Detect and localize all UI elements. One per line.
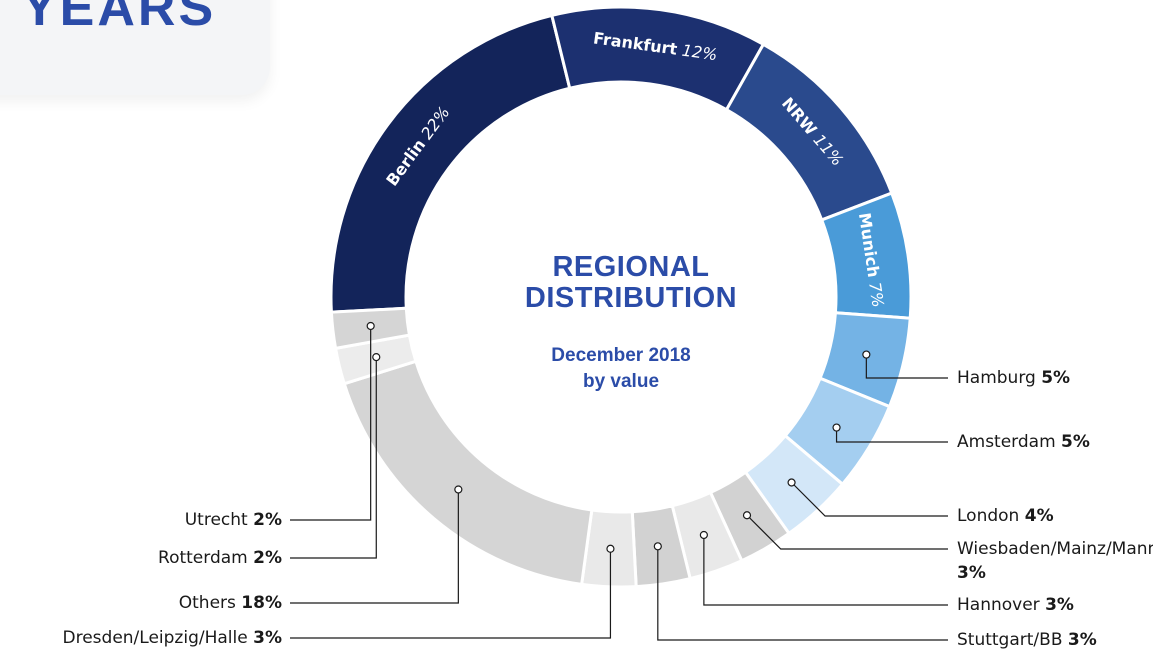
segment-value: 3% xyxy=(1045,595,1074,615)
chart-title: REGIONAL DISTRIBUTION xyxy=(524,251,738,314)
segment-name: Hannover xyxy=(957,595,1040,615)
segment-value: 5% xyxy=(1041,368,1071,388)
leader-line xyxy=(865,354,948,379)
segment-label: Hannover 3% xyxy=(957,593,1152,617)
segment-label: Wiesbaden/Mainz/Mannheim 3% xyxy=(957,537,1153,585)
leader-dot xyxy=(862,350,871,359)
segment-value: 3% xyxy=(1067,630,1097,650)
segment-value: 3% xyxy=(957,563,986,583)
leader-line xyxy=(791,482,948,517)
leader-line xyxy=(746,514,948,550)
segment-value: 2% xyxy=(253,548,282,568)
header-card: YEARS xyxy=(0,0,270,95)
leader-dot xyxy=(832,423,841,432)
segment-label: Dresden/Leipzig/Halle 3% xyxy=(63,626,282,650)
segment-name: London xyxy=(957,506,1020,526)
segment-value: 5% xyxy=(1061,432,1090,452)
segment-name: Dresden/Leipzig/Halle xyxy=(62,628,248,648)
segment-label: Others 18% xyxy=(179,591,282,615)
segment-name: Hamburg xyxy=(957,368,1036,388)
segment-label: Stuttgart/BB 3% xyxy=(957,628,1152,652)
leader-line xyxy=(703,534,948,606)
segment-name: Others xyxy=(178,593,236,613)
segment-label: London 4% xyxy=(957,504,1152,528)
leader-line xyxy=(290,325,372,521)
leader-dot xyxy=(366,321,375,331)
segment-name: Wiesbaden/Mainz/Mannheim xyxy=(957,539,1153,559)
segment-label: Amsterdam 5% xyxy=(957,430,1152,454)
segment-name: Stuttgart/BB xyxy=(957,630,1063,650)
leader-dot xyxy=(454,485,463,494)
leader-line xyxy=(290,548,612,639)
donut-segment xyxy=(550,5,766,112)
leader-dot xyxy=(699,530,708,540)
leader-line xyxy=(290,489,459,604)
segment-label: Hamburg 5% xyxy=(957,366,1152,390)
segment-name: Rotterdam xyxy=(158,548,248,568)
leader-dot xyxy=(787,478,796,487)
leader-line xyxy=(835,427,948,443)
segment-value: 4% xyxy=(1024,506,1054,526)
chart-subtitle: December 2018 by value xyxy=(551,345,691,392)
segment-value: 3% xyxy=(253,628,282,648)
leader-dot xyxy=(606,544,615,553)
segment-label: Utrecht 2% xyxy=(185,508,282,532)
segment-name: Amsterdam xyxy=(957,432,1056,452)
leader-line xyxy=(290,357,377,559)
leader-dot xyxy=(372,353,381,362)
segment-label: Rotterdam 2% xyxy=(158,546,282,570)
segment-value: 18% xyxy=(241,593,282,613)
leader-dot xyxy=(742,511,752,520)
segment-value: 12% xyxy=(681,40,719,64)
header-title: YEARS xyxy=(22,0,217,37)
leader-line xyxy=(657,546,948,641)
segment-value: 2% xyxy=(253,510,282,530)
leader-dot xyxy=(653,542,662,551)
segment-name: Utrecht xyxy=(184,510,248,530)
segment-value: 7% xyxy=(866,281,889,309)
